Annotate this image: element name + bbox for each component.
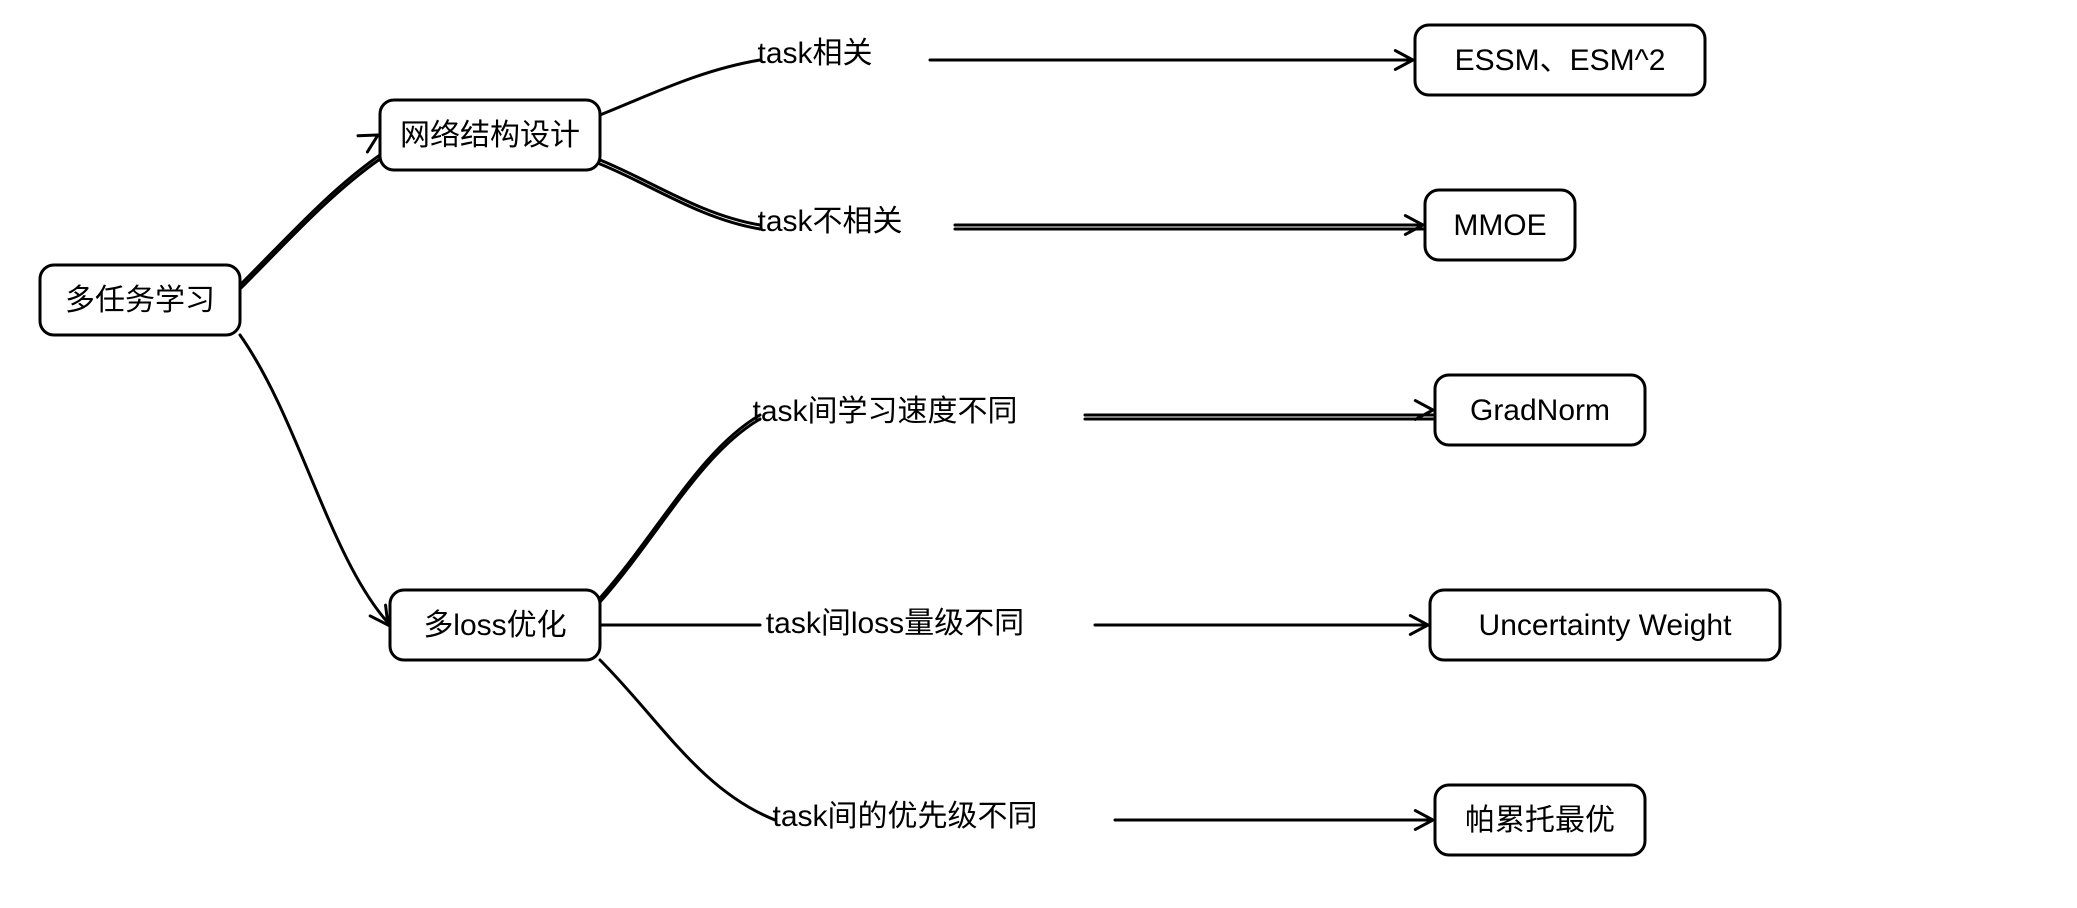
node-root: 多任务学习 — [40, 265, 240, 335]
diagram-canvas: task相关 task不相关 task间学习速度不同 task间loss量级不同 tas… — [0, 0, 2077, 908]
node-label: ESSM、ESM^2 — [1455, 44, 1666, 77]
node-label: MMOE — [1453, 209, 1546, 242]
node-gradnorm: GradNorm — [1435, 375, 1645, 445]
node-label: Uncertainty Weight — [1479, 609, 1733, 642]
node-label: 多任务学习 — [65, 284, 215, 317]
edge-label: task相关 — [757, 37, 872, 70]
node-loss: 多loss优化 — [390, 590, 600, 660]
node-label: 帕累托最优 — [1465, 804, 1615, 837]
edge-root-loss — [240, 335, 390, 625]
node-pareto: 帕累托最优 — [1435, 785, 1645, 855]
node-uw: Uncertainty Weight — [1430, 590, 1780, 660]
node-label: 多loss优化 — [423, 609, 566, 642]
edge-loss-uw: task间loss量级不同 — [600, 607, 1430, 640]
node-label: 网络结构设计 — [400, 119, 580, 152]
edge-loss-pareto: task间的优先级不同 — [600, 660, 1433, 833]
node-mmoe: MMOE — [1425, 190, 1575, 260]
edge-label: task间学习速度不同 — [752, 395, 1017, 428]
node-label: GradNorm — [1470, 394, 1610, 427]
edge-net-essm: task相关 — [600, 37, 1415, 115]
edge-label: task间loss量级不同 — [766, 607, 1024, 640]
nodes-layer: 多任务学习 网络结构设计多loss优化 ESSM、ESM^2 MMOE GradNorm… — [40, 25, 1780, 855]
edge-loss-gradnorm: task间学习速度不同 — [600, 395, 1433, 602]
edge-label: task不相关 — [757, 205, 902, 238]
node-essm: ESSM、ESM^2 — [1415, 25, 1705, 95]
edge-label: task间的优先级不同 — [772, 800, 1037, 833]
edge-net-mmoe: task不相关 — [600, 160, 1425, 238]
edge-root-net — [240, 155, 380, 289]
node-net: 网络结构设计 — [380, 100, 600, 170]
